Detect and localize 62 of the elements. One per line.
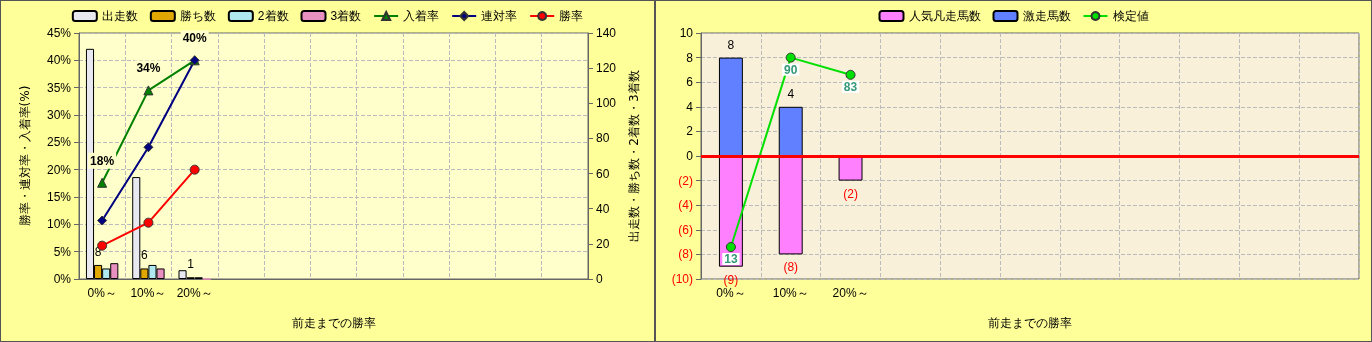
legend-label: 3着数 <box>330 9 362 23</box>
y2-tick-label: 100 <box>596 96 617 111</box>
y-tick-label: 35% <box>46 80 72 95</box>
x-axis-title: 前走までの勝率 <box>291 316 376 330</box>
legend-label: 2着数 <box>257 9 289 23</box>
data-label: 8 <box>727 37 735 52</box>
data-label: 83 <box>843 79 858 94</box>
y-tick-label: 25% <box>46 135 72 150</box>
y-tick-label: 15% <box>46 190 72 204</box>
data-label: 1 <box>187 257 195 272</box>
data-label: (2) <box>843 186 858 201</box>
y-tick-label: 45% <box>46 26 72 40</box>
y-tick-label: 10% <box>46 217 72 232</box>
x-tick-label: 10%～ <box>772 286 809 300</box>
x-tick-label: 20%～ <box>832 286 869 300</box>
legend-label: 連対率 <box>481 9 518 23</box>
data-label: 34% <box>136 61 161 76</box>
data-label: (9) <box>723 272 739 287</box>
data-label: 13 <box>724 252 738 267</box>
y-tick-label: 4 <box>686 99 694 114</box>
y2-tick-label: 0 <box>596 272 603 286</box>
y-tick-label: (10) <box>671 272 693 286</box>
data-label: 4 <box>787 86 795 101</box>
legend-label: 入着率 <box>403 9 440 23</box>
y-axis-title: 勝率・連対率・入着率(%) <box>18 85 32 227</box>
legend-label: 出走数 <box>101 9 138 23</box>
y2-axis-title: 出走数・勝ち数・2着数・3着数 <box>627 70 641 242</box>
y2-tick-label: 40 <box>596 201 610 216</box>
x-tick-label: 0%～ <box>716 286 746 300</box>
data-label: 18% <box>90 153 115 168</box>
y-tick-label: 0 <box>686 149 694 163</box>
legend-label: 勝ち数 <box>179 9 216 23</box>
y2-tick-label: 80 <box>596 131 610 146</box>
y-tick-label: 30% <box>46 108 72 122</box>
y-tick-label: 6 <box>686 75 694 90</box>
y2-tick-label: 60 <box>596 166 610 181</box>
x-tick-label: 10%～ <box>130 286 167 300</box>
legend-label: 勝率 <box>559 9 584 23</box>
data-label: 40% <box>182 31 208 46</box>
y-tick-label: (6) <box>678 222 693 237</box>
data-label: 90 <box>784 62 798 77</box>
x-tick-label: 20%～ <box>176 286 213 300</box>
y-tick-label: 40% <box>46 53 72 68</box>
legend-label: 激走馬数 <box>1022 9 1071 23</box>
y-tick-label: 0% <box>53 272 72 286</box>
y2-tick-label: 20 <box>596 236 610 251</box>
y-tick-label: 20% <box>46 162 72 177</box>
y2-tick-label: 140 <box>596 26 617 40</box>
y-tick-label: 8 <box>686 50 694 65</box>
y-tick-label: 2 <box>686 124 694 139</box>
legend-label: 人気凡走馬数 <box>908 9 981 23</box>
y2-tick-label: 120 <box>596 61 617 76</box>
y-tick-label: 10 <box>679 26 694 40</box>
data-label: (8) <box>783 260 799 275</box>
y-tick-label: (4) <box>678 198 693 213</box>
legend-label: 検定値 <box>1112 9 1149 23</box>
x-axis-title: 前走までの勝率 <box>988 316 1072 330</box>
x-tick-label: 0%～ <box>87 286 117 300</box>
data-label: 6 <box>141 248 149 263</box>
y-tick-label: (2) <box>678 173 693 188</box>
y-tick-label: 5% <box>53 244 72 259</box>
y-tick-label: (8) <box>678 247 693 262</box>
